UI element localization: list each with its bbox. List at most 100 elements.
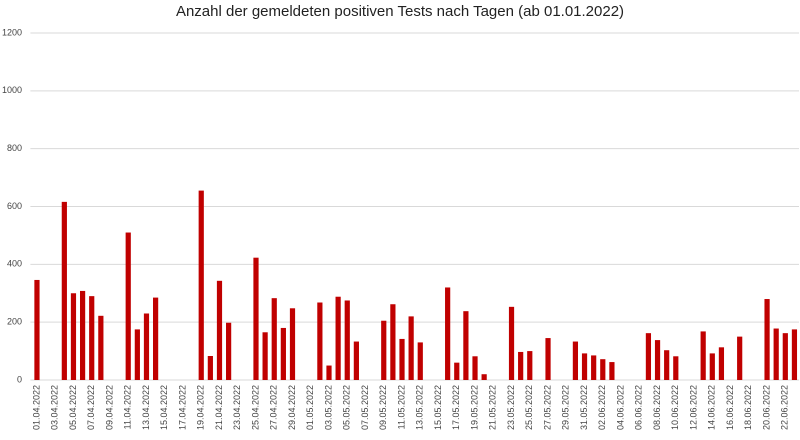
y-tick-label: 200	[7, 317, 22, 327]
x-tick-label: 18.06.2022	[743, 385, 753, 430]
bar	[782, 333, 788, 380]
bar	[253, 257, 259, 380]
bar	[34, 279, 40, 380]
bar	[718, 347, 725, 380]
x-tick-label: 02.06.2022	[597, 385, 607, 430]
bar	[408, 316, 414, 380]
bar	[445, 287, 451, 380]
x-tick-label: 17.05.2022	[451, 385, 461, 430]
y-tick-label: 1200	[2, 27, 22, 37]
x-tick-label: 12.06.2022	[688, 385, 698, 430]
bar	[289, 308, 296, 380]
x-tick-label: 06.06.2022	[634, 385, 644, 430]
bar	[545, 338, 551, 380]
bar	[326, 365, 332, 380]
y-tick-label: 400	[7, 259, 22, 269]
x-tick-label: 13.04.2022	[141, 385, 151, 430]
bar	[581, 353, 588, 380]
x-tick-label: 09.04.2022	[104, 385, 114, 430]
x-tick-label: 23.05.2022	[506, 385, 516, 430]
bar	[79, 290, 86, 380]
bar	[98, 315, 104, 380]
bar	[645, 333, 652, 380]
bar	[600, 359, 606, 380]
bar	[61, 201, 67, 380]
bar	[508, 306, 515, 380]
x-tick-label: 27.05.2022	[542, 385, 552, 430]
bar	[89, 296, 95, 380]
x-tick-label: 15.05.2022	[433, 385, 443, 430]
bar	[664, 350, 670, 380]
x-tick-label: 15.04.2022	[159, 385, 169, 430]
x-tick-label: 10.06.2022	[670, 385, 680, 430]
bar	[472, 356, 478, 380]
x-tick-label: 01.05.2022	[305, 385, 315, 430]
bar	[673, 356, 679, 380]
bar	[353, 341, 359, 380]
x-tick-label: 03.04.2022	[50, 385, 60, 430]
x-tick-label: 17.04.2022	[177, 385, 187, 430]
bar	[709, 353, 715, 380]
x-tick-label: 21.04.2022	[214, 385, 224, 430]
x-tick-label: 01.04.2022	[31, 385, 41, 430]
bar	[335, 296, 341, 380]
bar	[773, 328, 779, 380]
x-tick-label: 14.06.2022	[707, 385, 717, 430]
bar	[216, 280, 223, 380]
x-tick-label: 03.05.2022	[323, 385, 333, 430]
bar	[791, 329, 798, 380]
bar	[399, 338, 405, 380]
x-tick-label: 20.06.2022	[761, 385, 771, 430]
x-tick-label: 19.04.2022	[196, 385, 206, 430]
y-tick-label: 800	[7, 143, 22, 153]
bar	[153, 297, 159, 380]
bar	[572, 341, 579, 380]
bar	[198, 190, 204, 380]
bar	[390, 304, 396, 380]
x-tick-label: 16.06.2022	[725, 385, 735, 430]
x-tick-label: 11.05.2022	[396, 385, 406, 429]
x-tick-label: 25.05.2022	[524, 385, 534, 430]
x-tick-label: 29.05.2022	[561, 385, 571, 430]
bar	[226, 322, 232, 380]
bar	[481, 374, 487, 380]
bar	[381, 320, 387, 380]
x-tick-label: 11.04.2022	[123, 385, 133, 429]
bar	[527, 351, 533, 380]
bar	[344, 300, 350, 380]
y-tick-label: 600	[7, 201, 22, 211]
bar	[417, 342, 423, 380]
bar	[764, 299, 770, 380]
x-tick-label: 13.05.2022	[415, 385, 425, 430]
y-tick-label: 0	[17, 374, 22, 384]
x-tick-label: 22.06.2022	[780, 385, 790, 430]
bar	[280, 327, 286, 380]
bar	[463, 311, 469, 380]
x-tick-label: 05.05.2022	[342, 385, 352, 430]
x-tick-label: 09.05.2022	[378, 385, 388, 430]
bar	[654, 340, 661, 380]
x-tick-label: 08.06.2022	[652, 385, 662, 430]
bar	[134, 329, 140, 380]
bar	[454, 362, 460, 380]
bar	[70, 293, 77, 380]
bar	[591, 355, 597, 380]
x-tick-label: 31.05.2022	[579, 385, 589, 430]
x-tick-label: 19.05.2022	[469, 385, 479, 430]
x-tick-label: 21.05.2022	[488, 385, 498, 430]
bar	[207, 355, 213, 380]
x-tick-label: 05.04.2022	[68, 385, 78, 430]
chart-title: Anzahl der gemeldeten positiven Tests na…	[176, 3, 624, 20]
bar	[700, 331, 706, 380]
bar	[737, 336, 743, 380]
bar	[271, 298, 277, 380]
x-tick-label: 25.04.2022	[250, 385, 260, 430]
x-tick-label: 07.05.2022	[360, 385, 370, 430]
bar	[143, 313, 150, 380]
bar	[609, 362, 615, 380]
y-tick-label: 1000	[2, 85, 22, 95]
x-tick-label: 07.04.2022	[86, 385, 96, 430]
x-tick-label: 23.04.2022	[232, 385, 242, 430]
bar	[262, 332, 268, 380]
